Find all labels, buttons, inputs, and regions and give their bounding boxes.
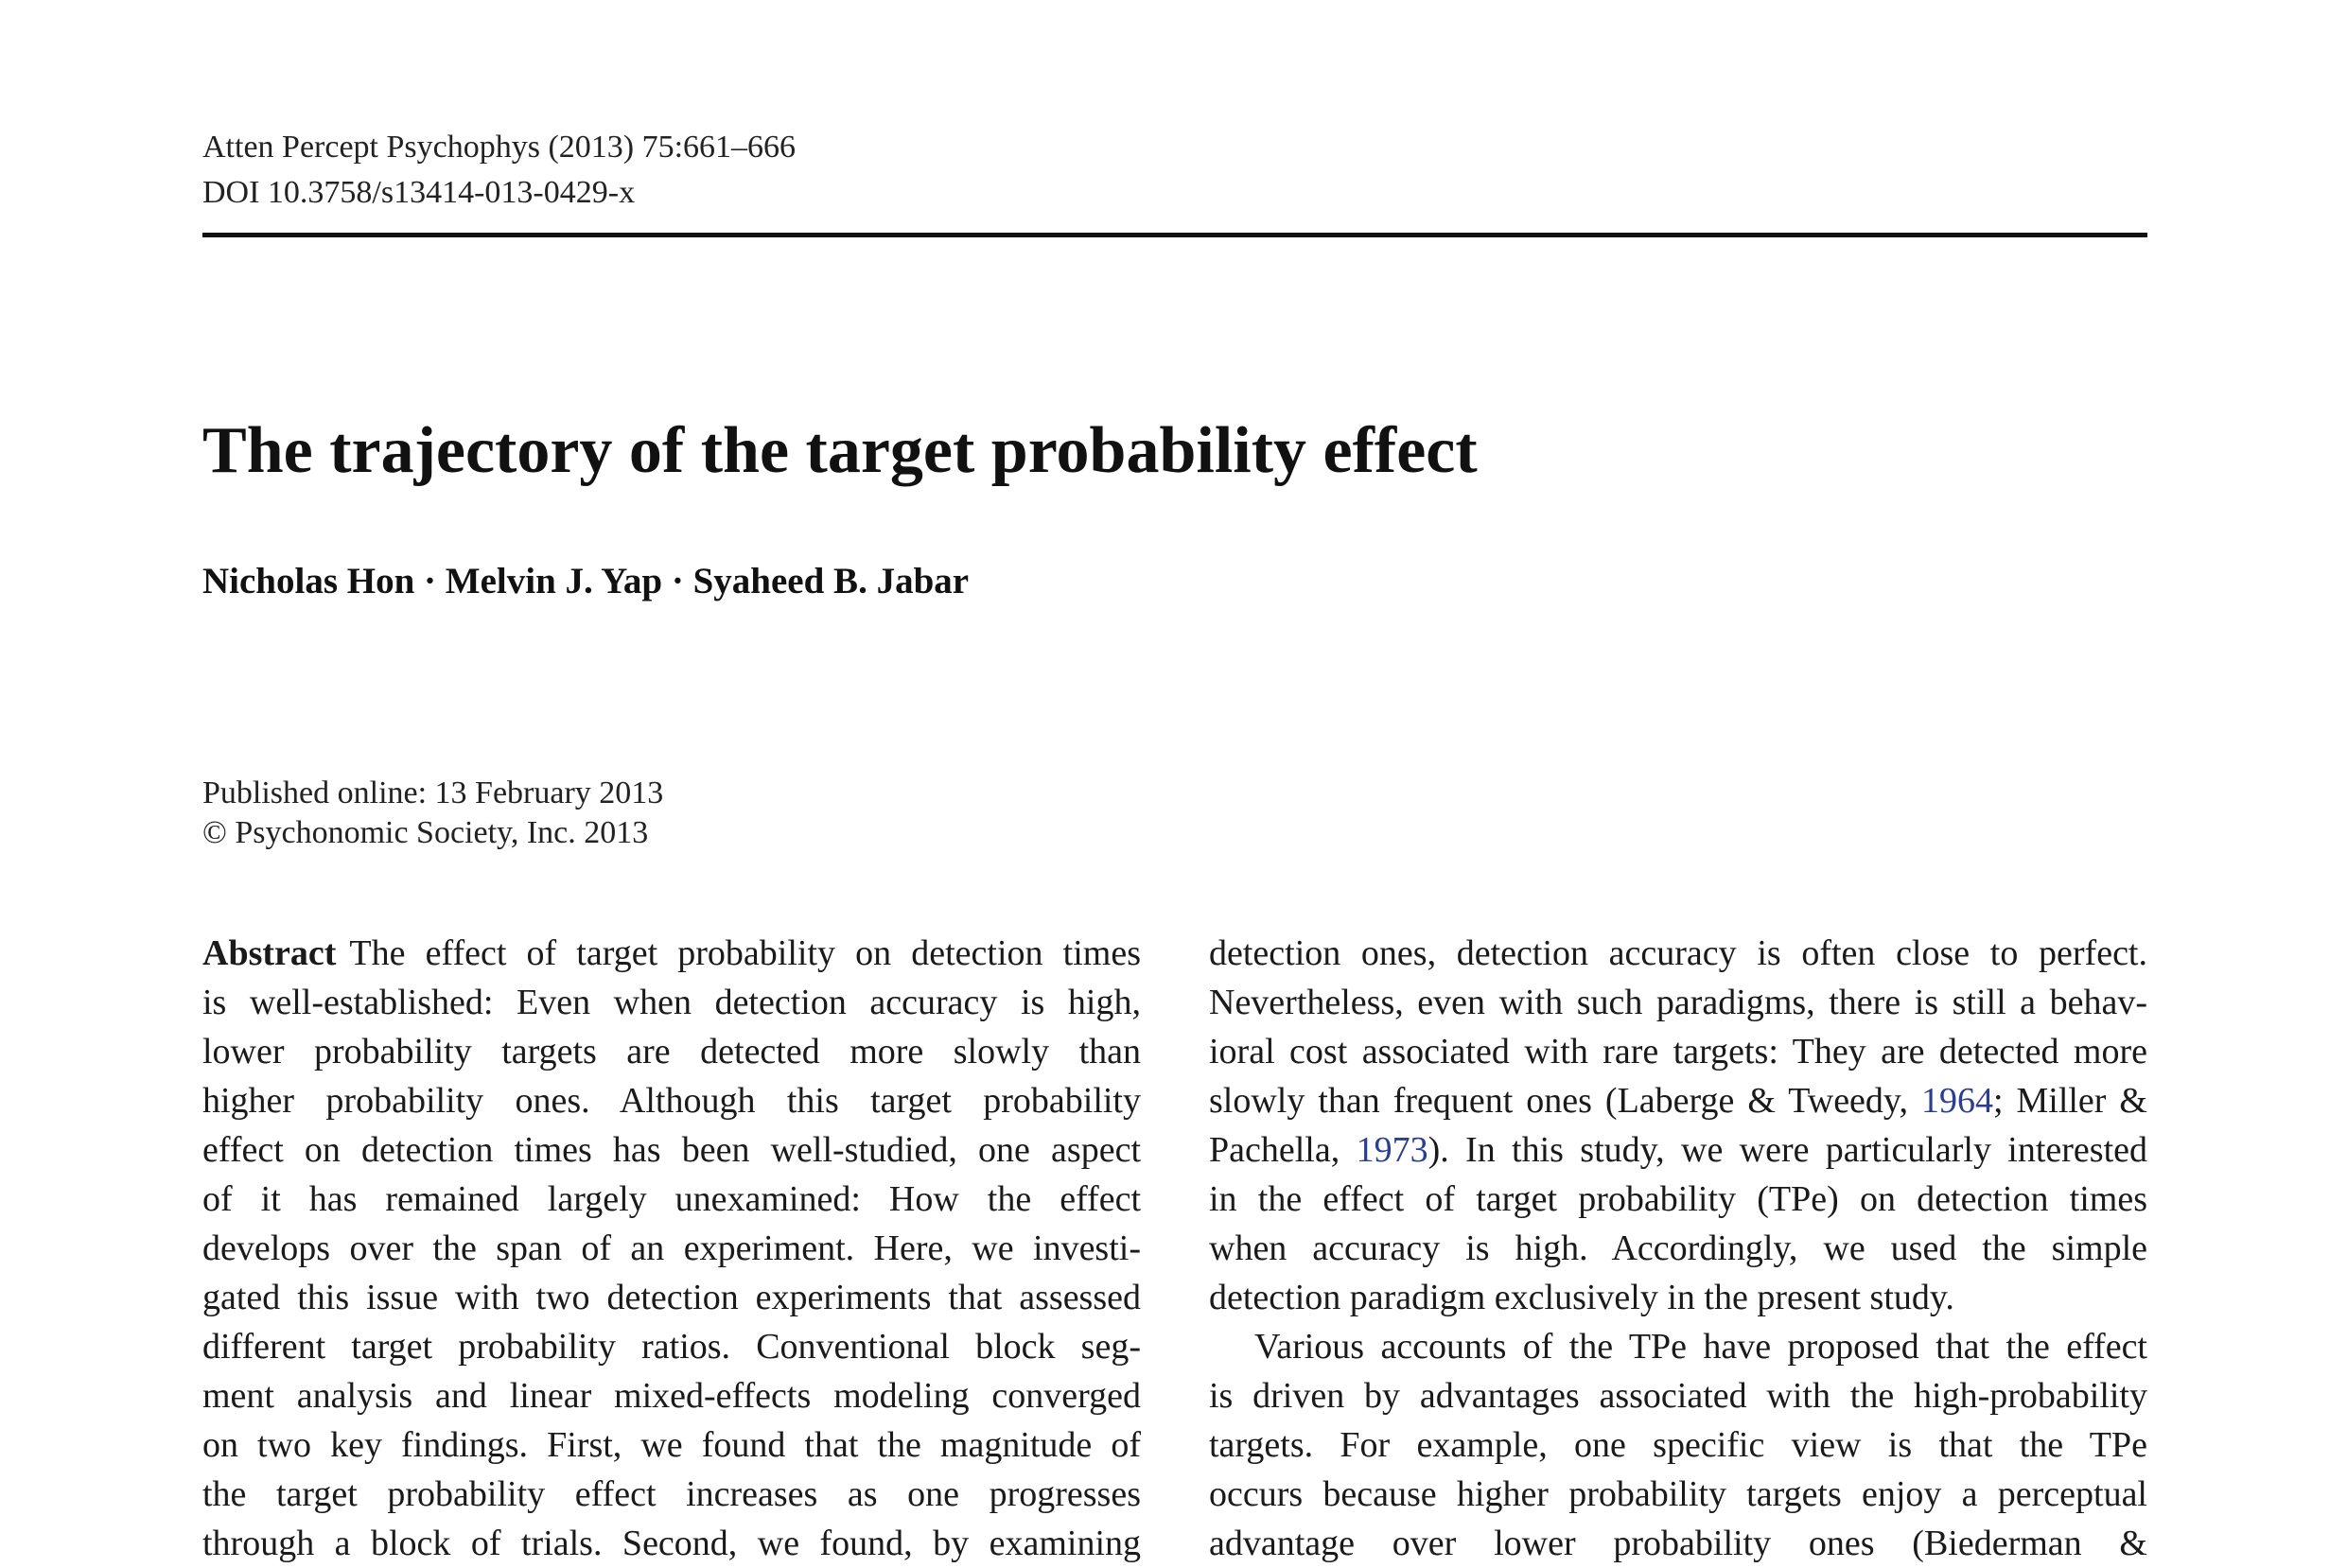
copyright-notice: © Psychonomic Society, Inc. 2013 xyxy=(202,815,649,850)
abstract-line: different target probability ratios. Con… xyxy=(202,1327,1141,1367)
body-line: targets. For example, one specific view … xyxy=(1209,1425,2147,1465)
abstract-line: higher probability ones. Although this t… xyxy=(202,1081,1141,1121)
abstract-label: Abstract xyxy=(202,933,337,973)
abstract-line: through a block of trials. Second, we fo… xyxy=(202,1524,1141,1563)
body-line: is driven by advantages associated with … xyxy=(1209,1376,2147,1416)
body-text: Pachella, xyxy=(1209,1130,1357,1170)
abstract-line: the target probability effect increases … xyxy=(202,1474,1141,1514)
body-line: occurs because higher probability target… xyxy=(1209,1474,2147,1514)
author-list: Nicholas Hon · Melvin J. Yap · Syaheed B… xyxy=(202,561,970,601)
abstract-text: The effect of target probability on dete… xyxy=(349,933,1141,973)
body-line: slowly than frequent ones (Laberge & Twe… xyxy=(1209,1076,2147,1125)
journal-header: Atten Percept Psychophys (2013) 75:661–6… xyxy=(202,125,796,216)
body-text: ). In this study, we were particularly i… xyxy=(1427,1130,2147,1170)
body-column: detection ones, detection accuracy is of… xyxy=(1209,929,2147,1568)
abstract-line: lower probability targets are detected m… xyxy=(202,1032,1141,1071)
body-line: Pachella, 1973). In this study, we were … xyxy=(1209,1125,2147,1175)
abstract-line: of it has remained largely unexamined: H… xyxy=(202,1179,1141,1219)
abstract-column: Abstract The effect of target probability… xyxy=(202,929,1141,1568)
citation-link-1964[interactable]: 1964 xyxy=(1920,1081,1993,1121)
journal-citation: Atten Percept Psychophys (2013) 75:661–6… xyxy=(202,130,797,165)
body-line: Nevertheless, even with such paradigms, … xyxy=(1209,983,2147,1022)
body-text: ; Miller & xyxy=(1992,1081,2147,1121)
body-line: advantage over lower probability ones (B… xyxy=(1209,1524,2147,1563)
doi-line: DOI 10.3758/s13414-013-0429-x xyxy=(202,175,636,210)
citation-link-1973[interactable]: 1973 xyxy=(1356,1130,1428,1170)
body-line: ioral cost associated with rare targets:… xyxy=(1209,1032,2147,1071)
abstract-line: Abstract The effect of target probability… xyxy=(202,929,1141,978)
article-title: The trajectory of the target probability… xyxy=(202,414,1478,487)
body-line: detection ones, detection accuracy is of… xyxy=(1209,933,2147,973)
publication-info: Published online: 13 February 2013 © Psy… xyxy=(202,774,663,853)
abstract-line: is well-established: Even when detection… xyxy=(202,983,1141,1022)
abstract-line: ment analysis and linear mixed-effects m… xyxy=(202,1376,1141,1416)
abstract-line: gated this issue with two detection expe… xyxy=(202,1278,1141,1317)
body-line: in the effect of target probability (TPe… xyxy=(1209,1179,2147,1219)
abstract-line: on two key findings. First, we found tha… xyxy=(202,1425,1141,1465)
body-text: slowly than frequent ones (Laberge & Twe… xyxy=(1209,1081,1921,1121)
body-line: Various accounts of the TPe have propose… xyxy=(1254,1327,2147,1367)
published-date: Published online: 13 February 2013 xyxy=(202,775,664,810)
abstract-line: develops over the span of an experiment.… xyxy=(202,1228,1141,1268)
header-rule xyxy=(202,233,2147,237)
body-line: when accuracy is high. Accordingly, we u… xyxy=(1209,1228,2147,1268)
abstract-line: effect on detection times has been well-… xyxy=(202,1130,1141,1170)
body-line: detection paradigm exclusively in the pr… xyxy=(1209,1278,1954,1317)
